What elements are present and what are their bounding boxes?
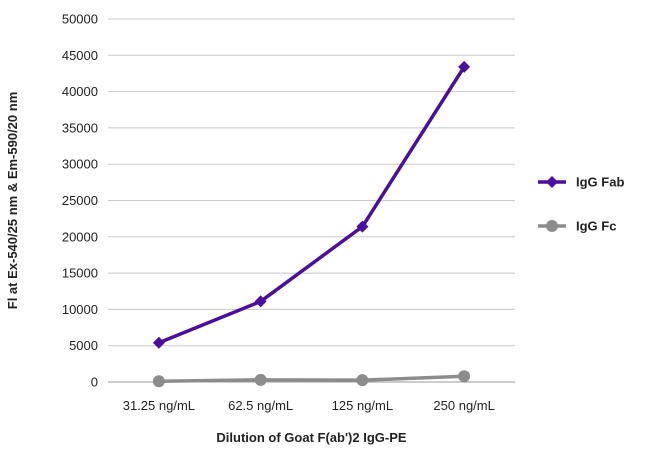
legend-item: IgG Fc [538, 219, 616, 234]
x-axis-title: Dilution of Goat F(ab')2 IgG-PE [216, 430, 406, 445]
y-axis-title: Fl at Ex-540/25 nm & Em-590/20 nm [5, 92, 20, 309]
y-tick-label: 0 [91, 375, 98, 390]
data-point [458, 60, 471, 73]
legend-marker [546, 220, 558, 232]
y-tick-label: 10000 [62, 302, 98, 317]
y-tick-label: 35000 [62, 120, 98, 135]
data-point [254, 373, 267, 386]
y-axis-ticks: 0 5000 10000 15000 20000 25000 30000 35000 40000… [62, 12, 98, 390]
x-axis-ticks: 31.25 ng/mL 62.5 ng/mL 125 ng/mL 250 ng/mL [123, 398, 495, 413]
y-tick-label: 25000 [62, 193, 98, 208]
y-tick-label: 5000 [69, 338, 98, 353]
legend-marker [546, 176, 558, 188]
data-point [458, 370, 471, 383]
legend: IgG Fab IgG Fc [538, 175, 624, 234]
y-tick-label: 40000 [62, 84, 98, 99]
data-point [152, 336, 165, 349]
x-tick-label: 31.25 ng/mL [123, 398, 195, 413]
y-tick-label: 30000 [62, 157, 98, 172]
legend-item: IgG Fab [538, 175, 624, 190]
y-tick-label: 20000 [62, 229, 98, 244]
x-tick-label: 250 ng/mL [433, 398, 494, 413]
series-line-1 [158, 374, 465, 384]
x-tick-label: 62.5 ng/mL [228, 398, 293, 413]
data-point [152, 375, 165, 388]
y-tick-label: 15000 [62, 266, 98, 281]
data-point [356, 220, 369, 233]
data-point [254, 295, 267, 308]
x-tick-label: 125 ng/mL [332, 398, 393, 413]
y-tick-label: 45000 [62, 48, 98, 63]
series-line-0 [158, 65, 466, 345]
legend-label: IgG Fc [576, 219, 616, 234]
y-tick-label: 50000 [62, 12, 98, 27]
legend-label: IgG Fab [576, 175, 624, 190]
data-point [356, 374, 369, 387]
gridlines [108, 18, 515, 383]
series-layer [152, 60, 471, 388]
